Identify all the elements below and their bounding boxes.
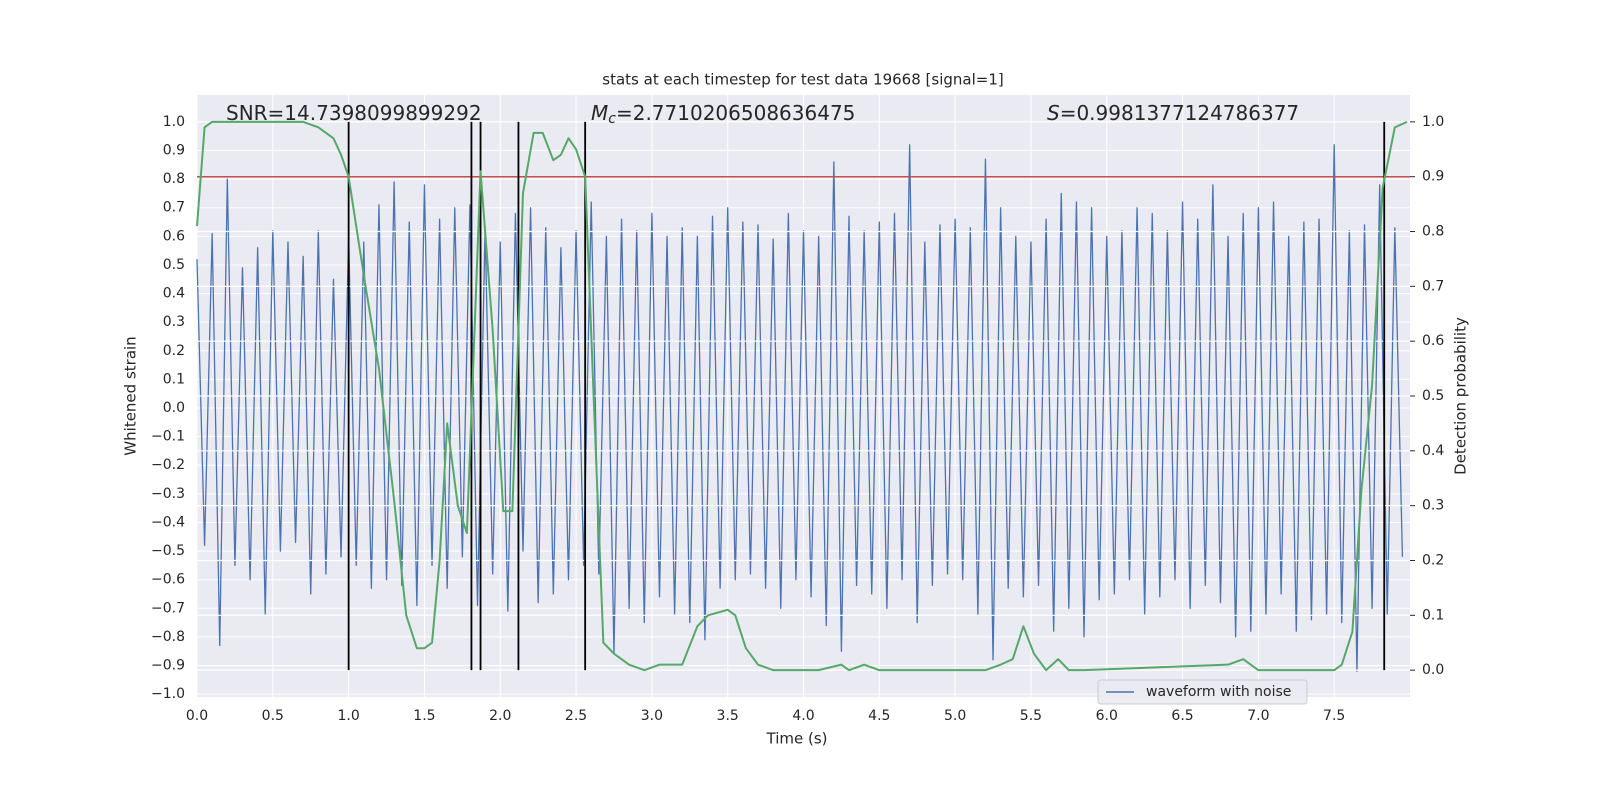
x-tick-label: 3.0 [641, 708, 663, 724]
y-tick-label: −0.2 [151, 457, 185, 473]
y-tick-label: 0.9 [163, 143, 185, 159]
y-tick-label: −0.8 [151, 629, 185, 645]
x-tick-label: 2.0 [489, 708, 511, 724]
x-tick-label: 5.5 [1020, 708, 1042, 724]
data-line [196, 144, 1404, 672]
annotation: S=0.9981377124786377 [1047, 101, 1299, 125]
y-tick-label: 0.5 [163, 257, 185, 273]
y-tick-label: −0.9 [151, 658, 185, 674]
y-tick-label: 1.0 [163, 114, 185, 130]
legend-box [1097, 679, 1308, 705]
y2-tick-label: 0.9 [1422, 169, 1444, 185]
x-axis-label: Time (s) [766, 730, 828, 748]
y2-tick-label: 0.4 [1422, 443, 1444, 459]
x-tick-label: 0.0 [186, 708, 208, 724]
x-tick-label: 5.0 [944, 708, 966, 724]
legend-label: waveform with noise [1146, 684, 1291, 700]
y2-tick-label: 0.7 [1422, 278, 1444, 294]
y-tick-label: −0.5 [151, 543, 185, 559]
x-tick-label: 3.5 [717, 708, 739, 724]
x-tick-label: 7.5 [1323, 708, 1345, 724]
data-line [196, 120, 1408, 672]
y2-tick-label: 0.5 [1422, 388, 1444, 404]
y2-tick-label: 1.0 [1422, 114, 1444, 130]
x-tick-label: 4.0 [792, 708, 814, 724]
y2-tick-label: 0.2 [1422, 552, 1444, 568]
annotation: Mc=2.7710206508636475 [591, 101, 855, 128]
y-tick-label: −0.1 [151, 429, 185, 445]
y-tick-label: 0.4 [163, 286, 185, 302]
y2-tick-label: 0.8 [1422, 224, 1444, 240]
annotation-text: SNR=14.7398099899292 [226, 101, 482, 125]
y-tick-label: 0.8 [163, 171, 185, 187]
annotation-text: =0.9981377124786377 [1060, 101, 1299, 125]
y2-tick-label: 0.1 [1422, 607, 1444, 623]
y-tick-label: 0.7 [163, 200, 185, 216]
annotation-text: =2.7710206508636475 [616, 101, 855, 125]
y2-tick-label: 0.3 [1422, 498, 1444, 514]
y-tick-label: −0.4 [151, 514, 185, 530]
x-tick-label: 0.5 [262, 708, 284, 724]
annotation-symbol: S [1047, 101, 1060, 125]
x-tick-label: 6.0 [1096, 708, 1118, 724]
x-tick-label: 1.0 [337, 708, 359, 724]
y2-tick-label: 0.0 [1422, 662, 1444, 678]
y-tick-label: −0.7 [151, 600, 185, 616]
y-tick-label: 0.6 [163, 228, 185, 244]
chart-title: stats at each timestep for test data 196… [602, 71, 1003, 89]
x-tick-label: 2.5 [565, 708, 587, 724]
x-tick-label: 6.5 [1171, 708, 1193, 724]
y2-tick-label: 0.6 [1422, 333, 1444, 349]
y2-axis-label: Detection probability [1452, 317, 1470, 475]
annotation-subscript: c [608, 111, 616, 127]
y-tick-label: −0.6 [151, 572, 185, 588]
annotation-symbol: M [591, 101, 608, 125]
y-axis-label: Whitened strain [122, 336, 140, 455]
y-tick-label: 0.1 [163, 371, 185, 387]
x-tick-label: 4.5 [868, 708, 890, 724]
x-tick-label: 7.0 [1247, 708, 1269, 724]
y-tick-label: 0.3 [163, 314, 185, 330]
x-tick-label: 1.5 [413, 708, 435, 724]
y-tick-label: −0.3 [151, 486, 185, 502]
y-tick-label: 0.0 [163, 400, 185, 416]
annotation: SNR=14.7398099899292 [226, 101, 482, 125]
y-tick-label: −1.0 [151, 686, 185, 702]
y-tick-label: 0.2 [163, 343, 185, 359]
